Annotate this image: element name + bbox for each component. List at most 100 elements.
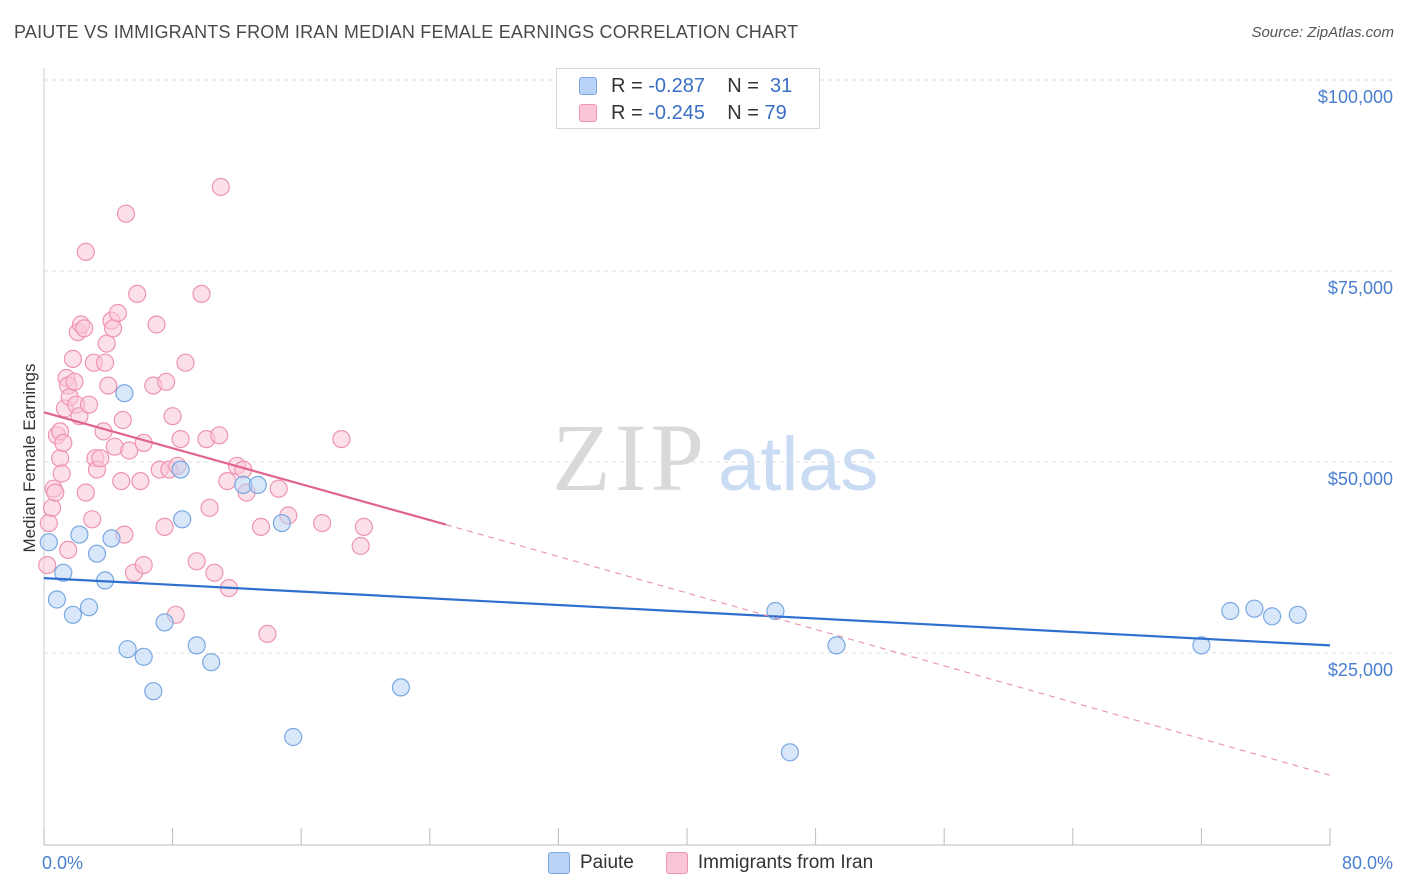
- stats-legend: R = -0.287 N = 31 R = -0.245 N = 79: [556, 68, 820, 129]
- series-legend-iran: Immigrants from Iran: [665, 852, 874, 874]
- y-tick-label-25000: $25,000: [1328, 660, 1393, 680]
- legend-r-value-paiute: -0.287: [648, 74, 705, 97]
- iran-point: [210, 426, 229, 445]
- legend-n-label: N =: [727, 74, 759, 97]
- iran-point: [120, 441, 139, 460]
- iran-point: [46, 483, 65, 502]
- paiute-point: [144, 682, 163, 701]
- iran-point: [258, 624, 277, 644]
- iran-point: [38, 555, 57, 575]
- paiute-point: [173, 510, 192, 529]
- paiute-point: [63, 605, 83, 624]
- iran-point: [128, 284, 147, 303]
- y-tick-label-50000: $50,000: [1328, 469, 1393, 489]
- legend-swatch-paiute: [579, 77, 597, 95]
- paiute-point: [1192, 636, 1211, 655]
- x-tick-label-min: 0.0%: [42, 853, 83, 873]
- series-legend-paiute: Paiute: [548, 852, 634, 874]
- iran-point: [99, 376, 118, 395]
- paiute-point: [780, 743, 800, 762]
- paiute-point: [47, 590, 67, 609]
- iran-point: [269, 479, 288, 498]
- paiute-points: [39, 384, 1307, 762]
- iran-point: [200, 498, 219, 517]
- iran-points: [38, 177, 373, 644]
- legend-swatch-iran: [579, 104, 597, 122]
- watermark-zip: ZIP: [552, 404, 708, 511]
- iran-point: [332, 430, 351, 449]
- legend-row-paiute: R = -0.287 N = 31: [579, 74, 792, 98]
- paiute-point: [1288, 605, 1307, 624]
- iran-point: [83, 510, 102, 529]
- iran-point: [131, 472, 150, 491]
- paiute-point: [391, 678, 410, 697]
- iran-point: [218, 472, 237, 491]
- iran-point: [187, 552, 206, 571]
- paiute-point: [248, 475, 267, 494]
- paiute-point: [102, 529, 121, 548]
- series-swatch-paiute: [548, 852, 570, 874]
- iran-point: [95, 353, 115, 372]
- paiute-point: [87, 544, 107, 563]
- iran-point: [134, 555, 153, 575]
- iran-point: [354, 517, 373, 537]
- watermark-atlas: atlas: [718, 422, 879, 507]
- iran-point: [313, 513, 332, 533]
- iran-point: [65, 372, 84, 391]
- iran-point: [63, 349, 83, 368]
- iran-point: [157, 372, 176, 391]
- iran-point: [211, 177, 230, 197]
- legend-row-iran: R = -0.245 N = 79: [579, 101, 787, 125]
- paiute-point: [1221, 601, 1240, 621]
- series-swatch-iran: [665, 852, 688, 874]
- iran-point: [251, 517, 271, 537]
- y-tick-labels: $25,000 $50,000 $75,000 $100,000: [1318, 87, 1393, 680]
- legend-r-label: R =: [611, 74, 643, 97]
- iran-point: [75, 319, 94, 338]
- trend-lines: [43, 411, 1331, 776]
- paiute-point: [79, 598, 99, 617]
- iran-point: [108, 303, 128, 323]
- paiute-point: [54, 563, 73, 582]
- paiute-point: [187, 636, 206, 655]
- legend-n-label: N =: [727, 101, 759, 124]
- iran-point: [58, 540, 78, 560]
- iran-point: [205, 563, 224, 582]
- iran-trend-line: [43, 411, 447, 526]
- paiute-point: [1245, 599, 1264, 618]
- iran-point: [176, 353, 195, 372]
- chart-source: Source: ZipAtlas.com: [1251, 24, 1394, 41]
- iran-point: [112, 472, 131, 491]
- paiute-point: [134, 647, 153, 666]
- series-legend: Paiute Immigrants from Iran: [548, 852, 905, 874]
- paiute-point: [202, 653, 221, 672]
- paiute-point: [118, 640, 137, 659]
- paiute-point: [155, 613, 174, 632]
- watermark: ZIP atlas: [552, 404, 879, 511]
- iran-point: [192, 284, 211, 303]
- iran-point: [79, 395, 99, 414]
- series-label-iran: Immigrants from Iran: [697, 852, 874, 873]
- iran-point: [171, 430, 190, 449]
- paiute-point: [284, 727, 303, 747]
- iran-point: [42, 498, 62, 517]
- paiute-point: [70, 525, 89, 544]
- paiute-point: [272, 513, 291, 533]
- iran-point: [103, 319, 123, 338]
- legend-n-value-paiute: 31: [770, 74, 793, 97]
- iran-point: [97, 334, 116, 353]
- iran-point: [351, 536, 370, 556]
- paiute-trend-line: [43, 577, 1331, 647]
- iran-point: [50, 449, 70, 468]
- legend-r-label: R =: [611, 101, 643, 124]
- iran-point: [54, 433, 73, 452]
- iran-point: [52, 464, 71, 483]
- iran-point: [76, 483, 95, 502]
- y-tick-label-100000: $100,000: [1318, 87, 1393, 107]
- chart-title: PAIUTE VS IMMIGRANTS FROM IRAN MEDIAN FE…: [14, 22, 799, 42]
- iran-point: [76, 242, 95, 261]
- iran-point: [116, 204, 136, 223]
- paiute-point: [39, 533, 58, 552]
- iran-point: [155, 517, 174, 537]
